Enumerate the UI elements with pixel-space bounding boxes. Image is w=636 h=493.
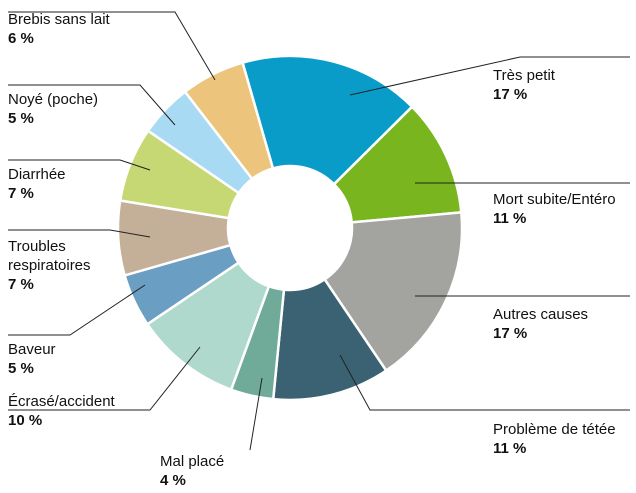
slice-label: Baveur 5 % — [8, 340, 108, 378]
slice-label: Mal placé 4 % — [160, 452, 260, 490]
leader-line — [8, 346, 201, 411]
value-label: 5 % — [8, 360, 34, 377]
slice-label: Mort subite/Entéro 11 % — [493, 190, 636, 228]
category-label: Problème de tétée — [493, 421, 616, 438]
slice-label: Noyé (poche) 5 % — [8, 90, 138, 128]
value-label: 7 % — [8, 185, 34, 202]
value-label: 7 % — [8, 276, 34, 293]
leader-line — [8, 229, 151, 238]
category-label: Mort subite/Entéro — [493, 191, 616, 208]
slice — [241, 54, 414, 187]
value-label: 10 % — [8, 412, 43, 429]
slice-label: Diarrhée 7 % — [8, 165, 118, 203]
leader-line — [8, 84, 176, 126]
category-label: Baveur — [8, 341, 56, 358]
slice-label: Problème de tétée 11 % — [493, 420, 636, 458]
value-label: 17 % — [493, 86, 528, 103]
leader-line — [8, 11, 216, 81]
slice-label: Écrasé/accident 10 % — [8, 392, 148, 430]
slice — [183, 61, 275, 181]
value-label: 4 % — [160, 472, 186, 489]
value-label: 5 % — [8, 110, 34, 127]
leader-line — [8, 284, 146, 336]
category-label: Diarrhée — [8, 166, 66, 183]
leader-line — [349, 56, 630, 96]
category-label: Autres causes — [493, 306, 589, 323]
value-label: 17 % — [493, 325, 528, 342]
value-label: 11 % — [493, 210, 527, 227]
slice-label: Brebis sans lait 6 % — [8, 10, 178, 48]
category-label: Écrasé/accident — [8, 393, 115, 410]
category-label: Brebis sans lait — [8, 11, 110, 28]
slice — [322, 211, 464, 373]
category-label: Mal placé — [160, 453, 225, 470]
category-label: Troubles respiratoires — [8, 238, 91, 274]
leader-line — [8, 159, 151, 171]
category-label: Noyé (poche) — [8, 91, 99, 108]
leader-line — [339, 354, 630, 411]
value-label: 11 % — [493, 440, 527, 457]
slice-label: Très petit 17 % — [493, 66, 633, 104]
slice-label: Troubles respiratoires 7 % — [8, 237, 118, 294]
leader-line — [249, 377, 263, 451]
slice-label: Autres causes 17 % — [493, 305, 633, 343]
category-label: Très petit — [493, 67, 555, 84]
value-label: 6 % — [8, 30, 34, 47]
